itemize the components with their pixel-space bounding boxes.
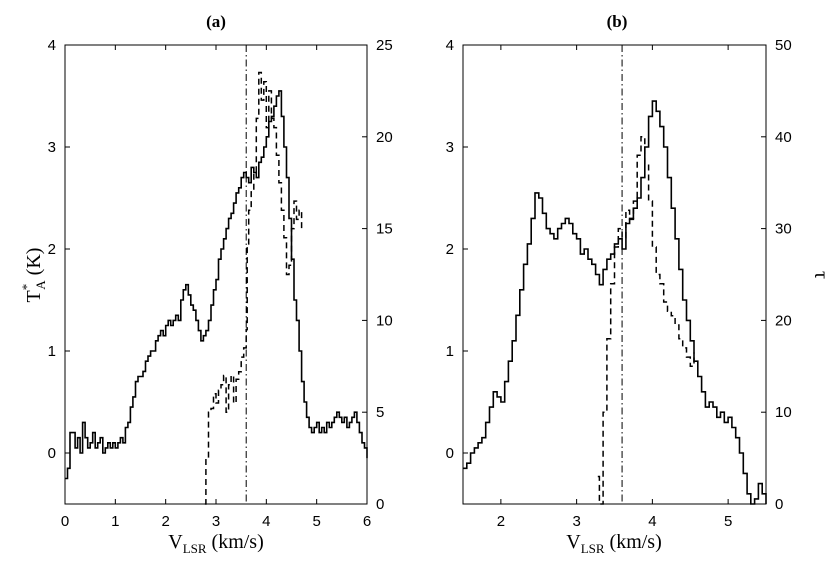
panel-b-y2-tick-label: 10 [775, 404, 792, 421]
panel-a-x-tick-label: 5 [312, 513, 320, 530]
panel-a-y-tick-label: 4 [48, 37, 56, 54]
panel-a-dashed-spectrum-line [204, 71, 303, 505]
panel-b-y2-tick-label: 20 [775, 312, 792, 329]
panel-a-y-tick-label: 2 [48, 241, 56, 258]
panel-a-x-axis-label-sub: LSR [183, 541, 207, 556]
panel-a-y-axis-label-main: T [23, 290, 45, 302]
panel-b-y2-tick-label: 30 [775, 221, 792, 238]
panel-b-y-tick-label: 2 [446, 241, 454, 258]
panel-a-y2-tick-label: 15 [376, 221, 393, 238]
panel-b-x-axis-label-main: V [566, 531, 581, 553]
panel-a-y2-tick-label: 25 [376, 37, 393, 54]
panel-b-x-axis-label-sub: LSR [581, 541, 605, 556]
panel-a-x-tick-label: 2 [161, 513, 169, 530]
panel-b-x-tick-label: 3 [572, 513, 580, 530]
panel-a-frame [64, 44, 368, 505]
panel-a-x-axis-label: VLSR (km/s) [168, 531, 264, 556]
panel-a-title: (a) [206, 12, 226, 31]
panel-b-y-tick-label: 4 [446, 37, 454, 54]
panel-b-y2-tick-label: 50 [775, 37, 792, 54]
panel-a-x-tick-label: 6 [363, 513, 371, 530]
panel-b-y2-axis-label: τ [810, 271, 830, 279]
panel-b-x-tick-label: 2 [497, 513, 505, 530]
panel-b-y2-tick-label: 40 [775, 129, 792, 146]
panel-b-title: (b) [607, 12, 628, 31]
panel-b-x-axis-label-unit: (km/s) [605, 531, 662, 553]
panel-a-y2-tick-label: 0 [376, 496, 384, 513]
panel-b-series [463, 45, 767, 505]
panel-b-y-tick-label: 3 [446, 139, 454, 156]
panel-b-x-axis-label: VLSR (km/s) [566, 531, 662, 556]
panel-a-y2-tick-label: 10 [376, 312, 393, 329]
panel-a-x-tick-label: 4 [262, 513, 270, 530]
panel-a-x-axis-label-unit: (km/s) [207, 531, 264, 553]
panel-a-series [65, 45, 368, 505]
panel-a-y-tick-label: 3 [48, 139, 56, 156]
panel-b-frame [462, 44, 767, 505]
panel-b-x-tick-label: 4 [648, 513, 656, 530]
panel-b-solid-spectrum-line [463, 100, 767, 505]
panel-a-y-axis-label-sub: A [33, 280, 48, 290]
panel-a-y-tick-label: 1 [48, 343, 56, 360]
panel-b-dashed-spectrum-line [597, 136, 695, 505]
panel-a-solid-spectrum-line [65, 90, 368, 480]
panel-a-y-axis-label: T*A (K) [19, 248, 48, 303]
panel-a-y2-tick-label: 5 [376, 404, 384, 421]
panel-a-y-tick-label: 0 [48, 445, 56, 462]
panel-a-y2-tick-label: 20 [376, 129, 393, 146]
panel-b-y-tick-label: 1 [446, 343, 454, 360]
panel-a-x-tick-label: 0 [61, 513, 69, 530]
panel-a-y-axis-label-sup: * [19, 284, 34, 291]
panel-b-x-tick-label: 5 [724, 513, 732, 530]
panel-a-x-axis-label-main: V [168, 531, 183, 553]
panel-b-y2-tick-label: 0 [775, 496, 783, 513]
panel-a-x-tick-label: 3 [212, 513, 220, 530]
panel-b-y-tick-label: 0 [446, 445, 454, 462]
panel-a-x-tick-label: 1 [111, 513, 119, 530]
panel-a-y-axis-label-unit: (K) [23, 248, 45, 281]
